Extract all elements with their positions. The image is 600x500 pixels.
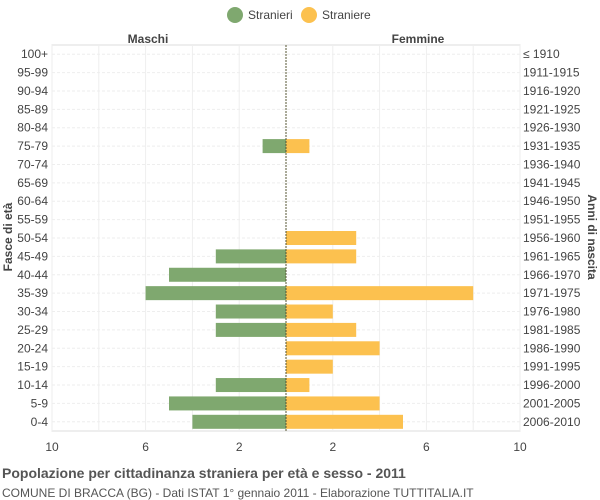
legend-stranieri-label: Stranieri: [248, 8, 293, 22]
bar-maschi-40-44: [169, 267, 286, 282]
x-tick-label: 6: [142, 440, 149, 454]
age-group-label: 80-84: [17, 121, 48, 135]
birth-year-label: 2006-2010: [523, 415, 581, 429]
bar-femmine-15-19: [286, 359, 333, 374]
x-tick-labels: 10 6 2 2 6 10: [45, 440, 527, 454]
bar-femmine-0-4: [286, 414, 403, 429]
bar-maschi-5-9: [169, 396, 286, 411]
age-group-label: 70-74: [17, 157, 48, 171]
bar-femmine-30-34: [286, 304, 333, 319]
x-tick-label: 6: [423, 440, 430, 454]
age-group-label: 45-49: [17, 249, 48, 263]
age-group-label: 90-94: [17, 84, 48, 98]
birth-year-label: 1946-1950: [523, 194, 581, 208]
birth-year-label: 1931-1935: [523, 139, 581, 153]
bar-maschi-10-14: [215, 378, 286, 393]
birth-year-label: 1956-1960: [523, 231, 581, 245]
legend: Stranieri Straniere: [227, 7, 371, 23]
birth-year-label: 1936-1940: [523, 157, 581, 171]
left-header-maschi: Maschi: [128, 32, 169, 46]
age-group-label: 100+: [21, 47, 48, 61]
birth-year-label: 1981-1985: [523, 323, 581, 337]
birth-year-label: 1911-1915: [523, 66, 580, 80]
x-tick-label: 10: [45, 440, 59, 454]
bar-femmine-75-79: [286, 139, 310, 154]
right-header-femmine: Femmine: [392, 32, 445, 46]
birth-year-label: 1986-1990: [523, 341, 581, 355]
bar-femmine-50-54: [286, 231, 357, 245]
bar-maschi-30-34: [215, 304, 286, 319]
birth-year-label: 1916-1920: [523, 84, 581, 98]
y-axis-title-left: Fasce di età: [1, 202, 15, 271]
age-group-label: 5-9: [31, 396, 49, 410]
age-group-label: 20-24: [17, 341, 48, 355]
age-group-label: 85-89: [17, 102, 48, 116]
birth-year-label: 1996-2000: [523, 378, 581, 392]
age-group-label: 65-69: [17, 176, 48, 190]
grid: [51, 44, 521, 432]
x-tick-label: 2: [236, 440, 243, 454]
chart-title: Popolazione per cittadinanza straniera p…: [2, 465, 406, 481]
bar-femmine-5-9: [286, 396, 380, 411]
bars: [145, 139, 474, 429]
age-group-label: 35-39: [17, 286, 48, 300]
age-group-label: 55-59: [17, 213, 48, 227]
age-group-label: 25-29: [17, 323, 48, 337]
birth-year-label: 1961-1965: [523, 249, 581, 263]
birth-year-label: 1926-1930: [523, 121, 581, 135]
bar-maschi-0-4: [192, 414, 286, 429]
x-tick-label: 10: [513, 440, 527, 454]
age-group-label: 30-34: [17, 305, 48, 319]
age-group-label: 50-54: [17, 231, 48, 245]
bar-maschi-45-49: [215, 249, 286, 264]
legend-straniere-swatch: [301, 7, 317, 23]
age-group-label: 0-4: [31, 415, 49, 429]
bar-femmine-35-39: [286, 286, 474, 301]
bar-femmine-10-14: [286, 378, 310, 393]
age-group-label: 40-44: [17, 268, 48, 282]
age-group-label: 15-19: [17, 360, 48, 374]
bar-maschi-35-39: [145, 286, 286, 301]
x-tick-label: 2: [329, 440, 336, 454]
age-group-label: 75-79: [17, 139, 48, 153]
birth-year-label: 1951-1955: [523, 213, 581, 227]
birth-year-label: 1976-1980: [523, 305, 581, 319]
y-axis-title-right: Anni di nascita: [585, 194, 599, 280]
birth-year-labels: ≤ 1910 1911-1915 1916-1920 1921-1925 1926-19…: [523, 47, 581, 429]
birth-year-label: 1941-1945: [523, 176, 581, 190]
birth-year-label: 1991-1995: [523, 360, 581, 374]
birth-year-label: 1966-1970: [523, 268, 581, 282]
bar-femmine-45-49: [286, 249, 357, 264]
bar-femmine-25-29: [286, 322, 357, 337]
birth-year-label: 1971-1975: [523, 286, 581, 300]
age-group-label: 10-14: [17, 378, 48, 392]
birth-year-label: 1921-1925: [523, 102, 581, 116]
bar-maschi-75-79: [262, 139, 286, 154]
legend-stranieri-swatch: [227, 7, 243, 23]
birth-year-label: 2001-2005: [523, 396, 581, 410]
age-group-label: 95-99: [17, 66, 48, 80]
age-group-labels: 100+ 95-99 90-94 85-89 80-84 75-79 70-74 65-69 6…: [17, 47, 48, 429]
legend-straniere-label: Straniere: [322, 8, 371, 22]
age-group-label: 60-64: [17, 194, 48, 208]
bar-femmine-20-24: [286, 341, 380, 356]
birth-year-label: ≤ 1910: [523, 47, 560, 61]
bar-maschi-25-29: [215, 322, 286, 337]
chart-subtitle: COMUNE DI BRACCA (BG) - Dati ISTAT 1° ge…: [2, 486, 474, 500]
